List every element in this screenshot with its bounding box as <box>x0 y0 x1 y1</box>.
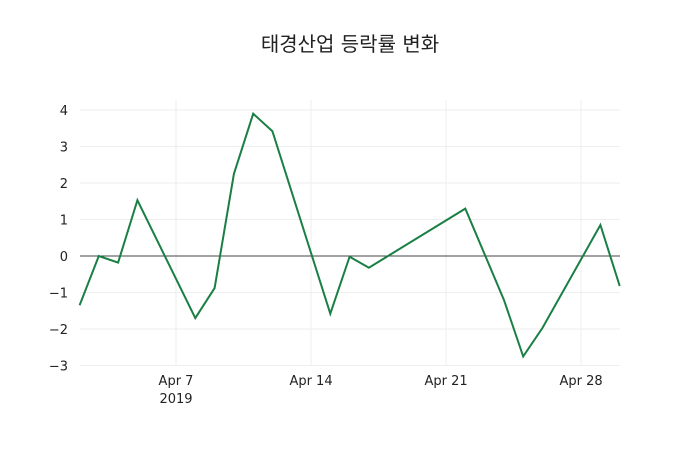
y-tick-label: 3 <box>60 141 68 156</box>
y-tick-label: 1 <box>60 214 68 229</box>
y-tick-label: −2 <box>49 323 68 338</box>
chart-title: 태경산업 등락률 변화 <box>260 32 440 56</box>
grid-lines <box>80 100 620 366</box>
y-tick-label: 4 <box>60 104 68 119</box>
x-tick-label: Apr 14 <box>289 374 332 389</box>
y-tick-label: −3 <box>49 360 68 375</box>
y-axis-ticks: 4 3 2 1 0 −1 −2 −3 <box>49 104 68 375</box>
y-tick-label: −1 <box>49 287 68 302</box>
x-tick-label: Apr 21 <box>424 374 467 389</box>
x-tick-year: 2019 <box>159 392 192 407</box>
x-tick-label: Apr 7 <box>159 374 194 389</box>
x-axis-ticks: Apr 7 2019 Apr 14 Apr 21 Apr 28 <box>159 374 603 407</box>
series-line <box>78 111 621 359</box>
y-tick-label: 2 <box>60 177 68 192</box>
y-tick-label: 0 <box>60 250 68 265</box>
x-tick-label: Apr 28 <box>560 374 603 389</box>
